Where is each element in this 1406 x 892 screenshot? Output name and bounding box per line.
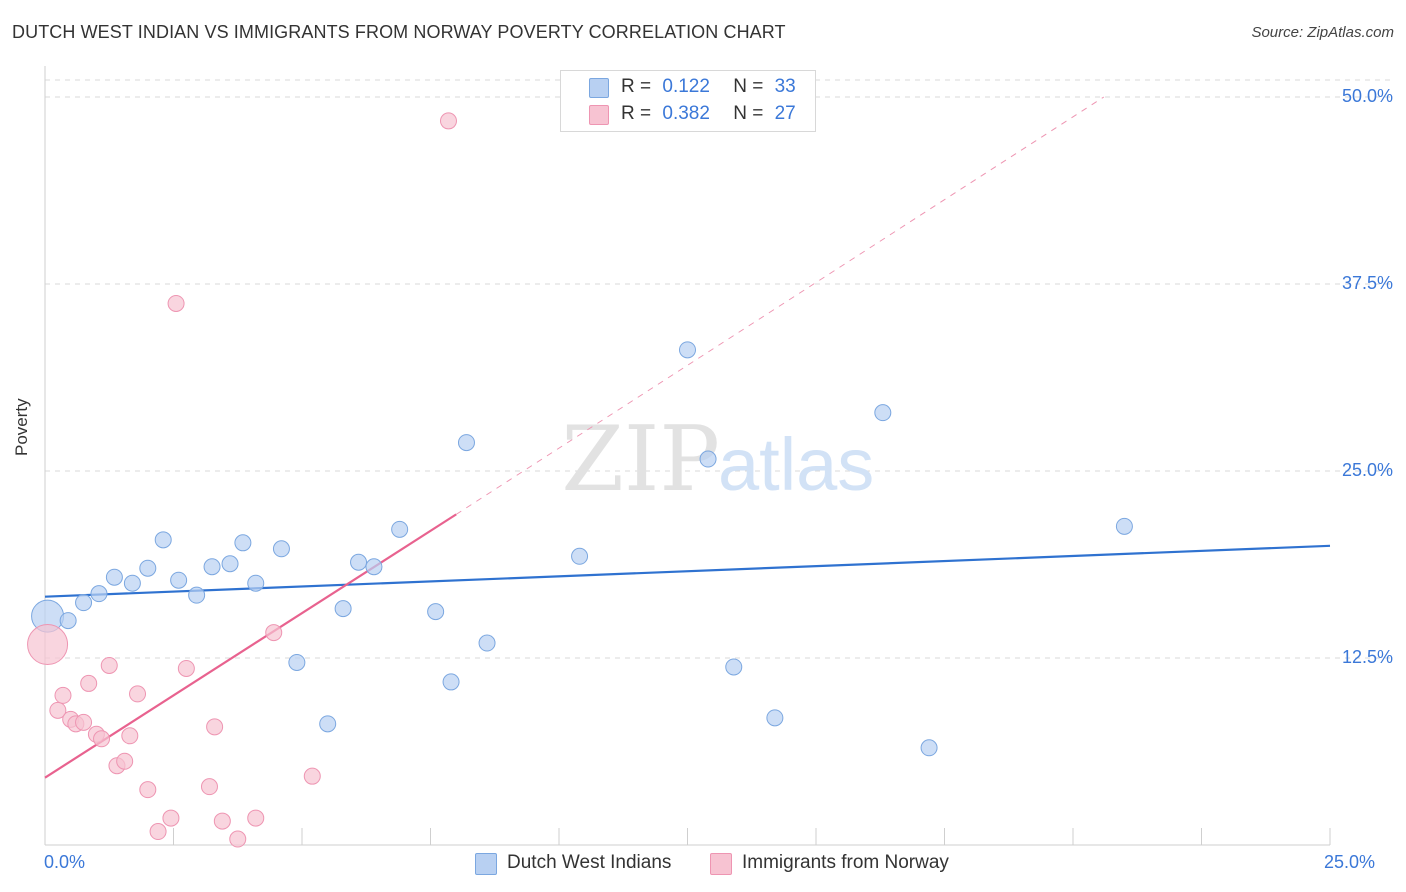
point-dutch-6 [139, 559, 157, 577]
point-dutch-11 [221, 555, 239, 573]
point-norway-25 [303, 767, 321, 785]
point-norway-23 [247, 809, 265, 827]
point-norway-1 [49, 701, 67, 719]
point-dutch-4 [105, 568, 123, 586]
point-dutch-19 [365, 558, 383, 576]
point-dutch-9 [188, 586, 206, 604]
point-dutch-30 [874, 404, 892, 422]
legend-row-dutch: R = 0.122 N = 33 [621, 76, 796, 97]
point-norway-19 [200, 778, 218, 796]
point-norway-5 [75, 713, 93, 731]
bottom-legend-swatch-blue [475, 853, 497, 875]
legend-swatch-blue [589, 78, 609, 98]
point-norway-14 [139, 781, 157, 799]
point-dutch-18 [350, 553, 368, 571]
point-norway-6 [80, 674, 98, 692]
source-credit: Source: ZipAtlas.com [1251, 24, 1394, 41]
y-tick-label-2: 37.5% [1341, 273, 1393, 293]
point-dutch-29 [766, 709, 784, 727]
y-tick-label-0: 12.5% [1341, 647, 1393, 667]
bottom-legend-norway: Immigrants from Norway [742, 852, 949, 873]
point-norway-12 [121, 727, 139, 745]
point-norway-0 [27, 624, 69, 666]
point-dutch-26 [679, 341, 696, 359]
point-norway-16 [162, 809, 180, 827]
point-dutch-32 [1115, 517, 1133, 535]
point-dutch-8 [170, 571, 188, 589]
point-dutch-17 [334, 600, 352, 618]
point-dutch-1 [59, 612, 77, 630]
point-dutch-24 [478, 634, 496, 652]
trend-line-dutch [44, 544, 1331, 598]
chart-title: DUTCH WEST INDIAN VS IMMIGRANTS FROM NOR… [12, 22, 786, 42]
series-dutch-west-indians [31, 341, 1133, 757]
point-dutch-20 [391, 520, 409, 538]
point-dutch-27 [699, 450, 717, 468]
point-dutch-3 [90, 585, 108, 603]
point-dutch-5 [123, 574, 141, 592]
watermark-zip: ZIP [561, 407, 720, 512]
point-norway-17 [167, 294, 185, 312]
bottom-legend-swatch-pink [710, 853, 732, 875]
point-dutch-28 [725, 658, 743, 676]
trend-line-norway [44, 513, 457, 779]
point-norway-11 [116, 752, 134, 770]
point-dutch-2 [75, 594, 93, 612]
point-norway-24 [265, 624, 283, 642]
point-dutch-31 [920, 739, 938, 757]
point-norway-18 [177, 659, 195, 677]
point-dutch-22 [442, 673, 460, 691]
trend-line-norway-extension [455, 96, 1105, 515]
legend-swatch-pink [589, 105, 609, 125]
bottom-legend-dutch: Dutch West Indians [507, 852, 672, 873]
point-dutch-21 [427, 603, 445, 621]
point-dutch-12 [234, 534, 252, 552]
point-dutch-14 [272, 540, 290, 558]
watermark-atlas: atlas [718, 423, 874, 506]
axes [44, 66, 1331, 846]
point-norway-8 [93, 730, 111, 748]
point-norway-2 [54, 686, 72, 704]
point-norway-21 [213, 812, 231, 830]
point-norway-26 [439, 112, 457, 130]
x-tick-max: 25.0% [1324, 852, 1376, 872]
gridlines [45, 79, 1395, 659]
point-norway-13 [129, 685, 147, 703]
stats-legend: R = 0.122 N = 33 R = 0.382 N = 27 [560, 70, 816, 132]
point-norway-22 [229, 830, 247, 848]
point-dutch-23 [457, 434, 475, 452]
point-dutch-16 [319, 715, 337, 733]
x-tick-min: 0.0% [44, 852, 86, 872]
point-dutch-13 [247, 574, 265, 592]
point-norway-20 [206, 718, 224, 736]
point-dutch-25 [571, 547, 589, 565]
y-tick-label-3: 50.0% [1341, 86, 1393, 106]
point-dutch-7 [154, 531, 172, 549]
series-immigrants-from-norway [27, 112, 457, 848]
point-norway-15 [149, 823, 167, 841]
legend-row-norway: R = 0.382 N = 27 [621, 103, 796, 124]
y-tick-label-1: 25.0% [1341, 460, 1393, 480]
point-norway-9 [100, 656, 118, 674]
point-dutch-10 [203, 558, 221, 576]
point-dutch-15 [288, 653, 306, 671]
